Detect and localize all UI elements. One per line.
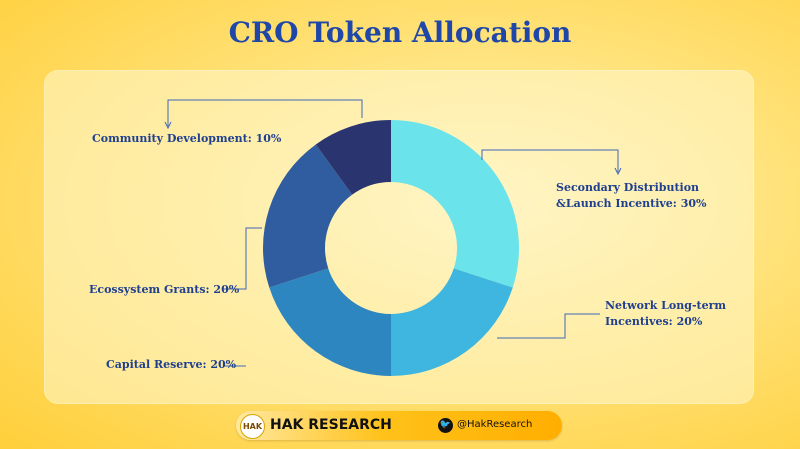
arrowhead-community [164,121,172,130]
slice-capital-reserve [269,268,391,376]
leader-network-long-term [497,313,600,339]
slice-ecosystem-grants [263,144,353,288]
leader-secondary-distribution [481,149,619,172]
chart-title: CRO Token Allocation [228,16,572,49]
label-ecosystem-grants: Ecossystem Grants: 20% [89,283,240,296]
hak-logo-icon: HAK [240,414,265,439]
twitter-icon[interactable]: 🐦 [438,418,453,433]
slice-network-long-term [391,268,513,376]
footer-banner: HAK HAK RESEARCH 🐦 @HakResearch [236,411,562,440]
label-network-long-term: Network Long-term Incentives: 20% [605,299,727,328]
brand-name: HAK RESEARCH [270,417,392,433]
leader-community-development [167,99,363,126]
label-secondary-distribution: Secondary Distribution &Launch Incentive… [556,181,707,210]
twitter-handle[interactable]: @HakResearch [457,419,533,430]
slice-secondary-distribution [391,120,519,288]
arrowhead-secondary [614,167,622,176]
slice-community-development [315,120,391,195]
label-community-development: Community Development: 10% [92,132,282,145]
label-capital-reserve: Capital Reserve: 20% [106,358,237,371]
leader-ecosystem-grants [224,227,262,290]
